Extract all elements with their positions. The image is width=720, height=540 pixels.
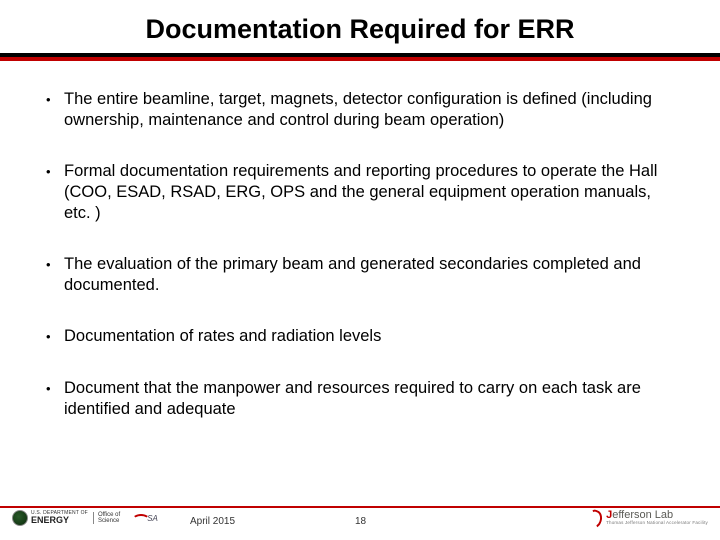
doe-main-line: ENERGY xyxy=(31,516,88,525)
footer-page-number: 18 xyxy=(355,516,366,527)
bullet-marker: • xyxy=(46,161,64,183)
bullet-text: The evaluation of the primary beam and g… xyxy=(64,254,674,296)
footer-date: April 2015 xyxy=(190,516,235,527)
bullet-marker: • xyxy=(46,326,64,348)
jlab-mark-icon xyxy=(586,510,604,526)
bullet-marker: • xyxy=(46,378,64,400)
office-bot: Science xyxy=(98,518,120,524)
doe-seal-icon xyxy=(12,510,28,526)
doe-logo: U.S. DEPARTMENT OF ENERGY Office of Scie… xyxy=(12,510,120,526)
bullet-item: • The entire beamline, target, magnets, … xyxy=(46,89,674,131)
jsa-logo: SA xyxy=(132,513,158,523)
title-area: Documentation Required for ERR xyxy=(0,0,720,45)
doe-text: U.S. DEPARTMENT OF ENERGY xyxy=(31,511,88,525)
jefferson-lab-logo: Jefferson Lab Thomas Jefferson National … xyxy=(586,510,708,526)
body-content: • The entire beamline, target, magnets, … xyxy=(0,61,720,420)
footer: U.S. DEPARTMENT OF ENERGY Office of Scie… xyxy=(0,502,720,534)
jlab-sub: Thomas Jefferson National Accelerator Fa… xyxy=(606,521,708,526)
slide-title: Documentation Required for ERR xyxy=(0,14,720,45)
bullet-item: • The evaluation of the primary beam and… xyxy=(46,254,674,296)
footer-left-logos: U.S. DEPARTMENT OF ENERGY Office of Scie… xyxy=(12,510,158,526)
bullet-text: Documentation of rates and radiation lev… xyxy=(64,326,381,347)
bullet-item: • Document that the manpower and resourc… xyxy=(46,378,674,420)
bullet-item: • Documentation of rates and radiation l… xyxy=(46,326,674,348)
bullet-marker: • xyxy=(46,254,64,276)
bullet-marker: • xyxy=(46,89,64,111)
bullet-text: Formal documentation requirements and re… xyxy=(64,161,674,224)
jlab-text: Jefferson Lab Thomas Jefferson National … xyxy=(606,510,708,526)
jsa-swoosh-icon xyxy=(132,513,146,523)
bullet-text: The entire beamline, target, magnets, de… xyxy=(64,89,674,131)
slide: { "title": "Documentation Required for E… xyxy=(0,0,720,540)
bullet-item: • Formal documentation requirements and … xyxy=(46,161,674,224)
office-of-science: Office of Science xyxy=(93,512,120,524)
bullet-text: Document that the manpower and resources… xyxy=(64,378,674,420)
